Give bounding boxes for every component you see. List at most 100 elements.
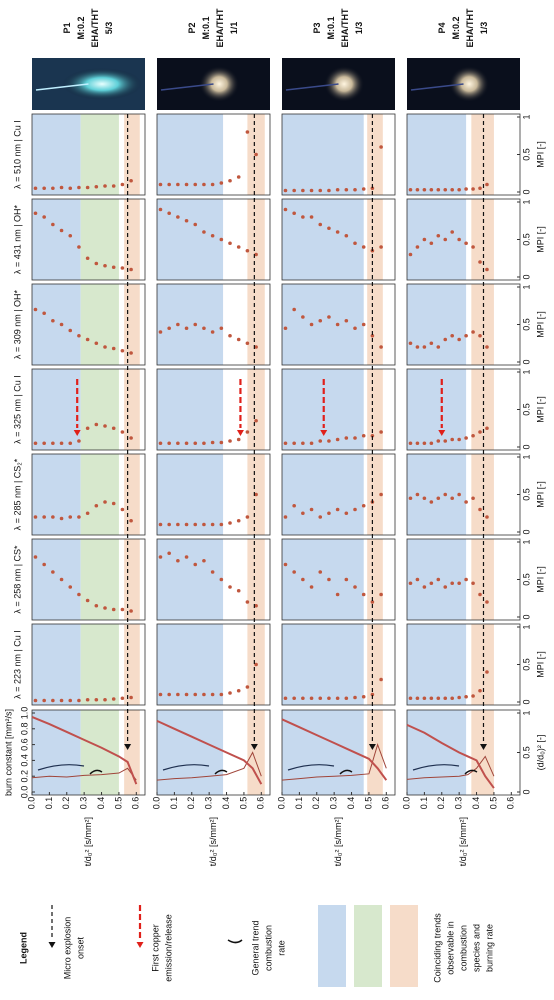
data-point [408, 696, 413, 701]
data-point [85, 511, 90, 516]
panel-title: 1/3 [479, 22, 489, 35]
trend-band [32, 369, 81, 450]
legend-trend-symbol [227, 939, 243, 944]
row-label: λ = 309 nm | OH* [12, 289, 22, 359]
droplet-fiber [160, 83, 214, 91]
y-tick-label: 1 [521, 114, 531, 119]
data-point [429, 341, 434, 346]
data-point [408, 341, 413, 346]
row-label: λ = 325 nm | Cu I [12, 375, 22, 444]
y-tick-label: 1 [521, 454, 531, 459]
data-point [120, 348, 125, 353]
data-point [210, 570, 215, 574]
burn-axis-label: burn constant [mm²/s] [3, 709, 13, 796]
data-point [210, 522, 215, 527]
data-point [184, 522, 189, 527]
trend-band [471, 199, 494, 280]
copper-release-arrowhead [438, 430, 446, 436]
y-axis-label: MPI [-] [535, 651, 545, 678]
data-point [335, 592, 340, 597]
y-tick-label: 0.5 [521, 318, 531, 331]
x-tick-label: 0.0 [401, 797, 411, 810]
data-point [443, 439, 448, 443]
data-point [236, 337, 241, 342]
data-point [85, 185, 90, 190]
data-point [471, 581, 475, 586]
y-axis-label: MPI [-] [535, 566, 545, 593]
y2-tick-label: 0.5 [521, 746, 531, 759]
data-point [301, 696, 305, 701]
row-label: λ = 285 nm | CS₂* [12, 458, 22, 530]
data-point [254, 152, 258, 157]
data-point [33, 698, 38, 703]
droplet-fiber [285, 83, 339, 91]
data-point [464, 333, 468, 338]
legend-copper-arrowhead [136, 942, 144, 948]
data-point [129, 609, 133, 613]
y-tick-label: 0.5 [521, 148, 531, 161]
trend-band [157, 454, 224, 535]
legend-text: observable in [445, 921, 455, 975]
data-point [129, 178, 133, 183]
data-point [353, 585, 357, 589]
data-point [111, 607, 116, 612]
data-point [464, 187, 468, 191]
y-tick-label: 0.4 [19, 754, 29, 767]
data-point [103, 345, 107, 349]
data-point [184, 182, 189, 187]
x-tick-label: 0.2 [436, 797, 446, 810]
row-label: λ = 510 nm | Cu I [12, 120, 22, 189]
data-point [236, 175, 241, 179]
data-point [167, 326, 171, 331]
droplet-glow [62, 68, 143, 100]
data-point [111, 346, 116, 351]
x-tick-label: 0.2 [61, 797, 71, 810]
data-point [42, 698, 46, 703]
data-point [59, 441, 64, 446]
data-point [202, 326, 206, 331]
data-point [42, 311, 46, 316]
data-point [443, 696, 448, 701]
data-point [245, 130, 250, 134]
panel-title: EHA/THT [465, 8, 475, 47]
data-point [353, 695, 357, 700]
trend-arrow [412, 764, 460, 771]
data-point [167, 522, 171, 527]
y-tick-label: 1.0 [19, 707, 29, 720]
data-point [103, 184, 107, 188]
data-point [457, 581, 461, 586]
data-point [129, 436, 133, 440]
data-point [309, 188, 314, 193]
data-point [471, 433, 475, 438]
x-tick-label: 0.1 [44, 797, 54, 810]
trend-band [471, 454, 494, 535]
trend-band [282, 454, 364, 535]
trend-band [367, 454, 383, 535]
trend-band [367, 624, 383, 705]
data-point [193, 222, 198, 227]
trend-band [124, 199, 140, 280]
data-point [167, 182, 171, 187]
data-point [85, 598, 90, 603]
data-point [111, 501, 116, 506]
data-point [254, 603, 258, 608]
data-point [318, 222, 323, 227]
data-point [450, 581, 455, 586]
y-tick-label: 0.5 [521, 233, 531, 246]
data-point [129, 267, 133, 272]
trend-band [247, 284, 265, 365]
data-point [254, 252, 258, 257]
data-point [33, 186, 38, 191]
legend-text: Coinciding trends [432, 913, 442, 983]
data-point [379, 430, 383, 434]
data-point [193, 441, 198, 446]
data-point [283, 441, 288, 446]
data-point [436, 233, 441, 238]
data-point [193, 562, 198, 567]
data-point [103, 424, 107, 428]
x-tick-label: 0.2 [311, 797, 321, 810]
data-point [292, 307, 296, 312]
panel-frame [156, 453, 271, 536]
panel-frame [156, 198, 271, 281]
droplet-glow [199, 66, 240, 102]
